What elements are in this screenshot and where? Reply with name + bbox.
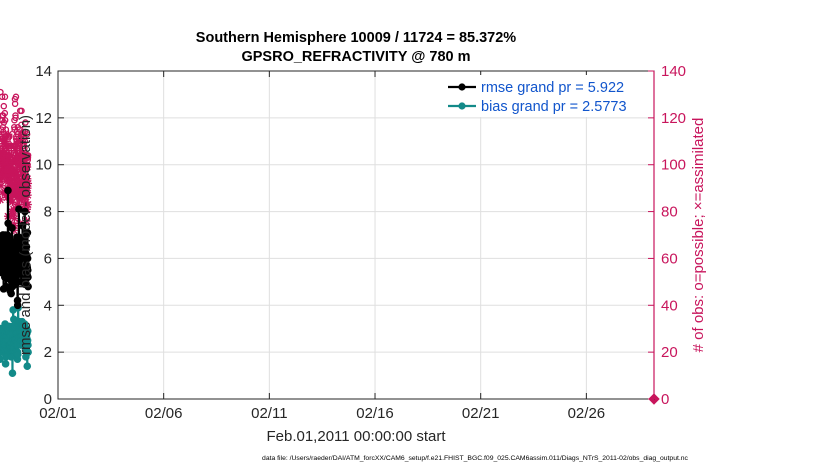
y2-tick-label: 40 [661, 297, 678, 314]
y2-tick-label: 60 [661, 250, 678, 267]
x-tick-label: 02/26 [568, 405, 606, 422]
bias-point [8, 369, 17, 378]
obs-possible-point [12, 112, 19, 119]
obs-assimilated-point [4, 130, 13, 139]
obs-assimilated-point [24, 179, 33, 188]
legend-bias-marker [458, 102, 466, 110]
obs-assimilated-point [17, 137, 26, 146]
y2-tick-label: 20 [661, 344, 678, 361]
obs-possible-point [0, 102, 8, 110]
obs-possible-point [1, 109, 9, 117]
obs-assimilated-point [19, 151, 28, 160]
y-tick-label: 6 [44, 250, 52, 267]
y-tick-label: 2 [44, 344, 52, 361]
bias-point [23, 362, 32, 371]
x-tick-label: 02/06 [145, 405, 183, 422]
rmse-point [13, 301, 22, 310]
legend-rmse-marker [458, 83, 466, 91]
bias-point [24, 348, 32, 356]
obs-assimilated-point [23, 191, 32, 200]
legend: rmse grand pr = 5.922 bias grand pr = 2.… [443, 75, 651, 117]
obs-possible-point [1, 116, 9, 124]
x-tick-label: 02/01 [39, 405, 77, 422]
bias-point [23, 327, 32, 335]
chart-title-line2: GPSRO_REFRACTIVITY @ 780 m [241, 49, 470, 65]
y-tick-label: 0 [44, 391, 52, 408]
obs-assimilated-point [0, 195, 5, 204]
x-tick-label: 02/21 [462, 405, 500, 422]
obs-possible-point [1, 93, 9, 101]
bias-point [13, 350, 22, 359]
obs-assimilated-point [4, 142, 13, 150]
rmse-point [7, 289, 15, 298]
plot-area [58, 71, 654, 399]
y2-tick-label: 140 [661, 63, 686, 80]
y2-tick-label: 100 [661, 157, 686, 174]
obs-assimilated-point [1, 137, 10, 146]
y-tick-label: 4 [44, 297, 52, 314]
y-tick-label: 8 [44, 204, 52, 221]
x-tick-label: 02/16 [356, 405, 394, 422]
y-tick-label: 10 [35, 157, 52, 174]
axes: 02/01 02/06 02/11 02/16 02/21 02/26 0 2 4 6 8 10 12 1… [35, 63, 686, 422]
obs-possible-point [22, 119, 29, 126]
y2-tick-label: 120 [661, 110, 686, 127]
x-tick-label: 02/11 [251, 405, 287, 422]
obs-possible-point [23, 131, 31, 138]
rmse-point [21, 207, 29, 216]
rmse-point [22, 242, 31, 251]
data-file-footnote: data file: /Users/raeder/DAI/ATM_forcXX/… [262, 455, 688, 462]
y-axis-label: rmse and bias (model - observation) [17, 115, 34, 355]
legend-bias-label: bias grand pr = 2.5773 [481, 99, 627, 115]
y2-tick-label: 0 [661, 391, 669, 408]
obs-possible-point [11, 100, 19, 108]
obs-possible-point [18, 107, 25, 115]
bias-point [1, 360, 10, 368]
chart-title-line1: Southern Hemisphere 10009 / 11724 = 85.3… [196, 30, 517, 46]
x-axis-label: Feb.01,2011 00:00:00 start [266, 428, 446, 445]
rmse-point [23, 228, 32, 237]
obs-assimilated-point [23, 163, 32, 171]
y-tick-label: 14 [35, 63, 52, 80]
legend-rmse-label: rmse grand pr = 5.922 [481, 80, 624, 96]
obs-assimilated-point [10, 214, 19, 223]
rmse-point [23, 254, 32, 263]
rmse-point [24, 282, 32, 291]
obs-possible-point [0, 93, 6, 101]
rmse-point [8, 224, 16, 232]
obs-possible-point [12, 114, 19, 122]
obs-possible-point [12, 93, 20, 101]
legend-box [443, 75, 651, 117]
obs-assimilated-point [5, 151, 14, 160]
rmse-point [4, 186, 12, 195]
y-tick-label: 12 [35, 110, 52, 127]
y2-tick-label: 80 [661, 204, 678, 221]
obs-possible-point [11, 123, 18, 131]
series-layer [0, 88, 660, 405]
obs-assimilated-point [24, 200, 32, 209]
rmse-point [18, 221, 27, 230]
rmse-point [24, 273, 32, 281]
y2-axis-label: # of obs: o=possible; ×=assimilated [690, 118, 707, 353]
